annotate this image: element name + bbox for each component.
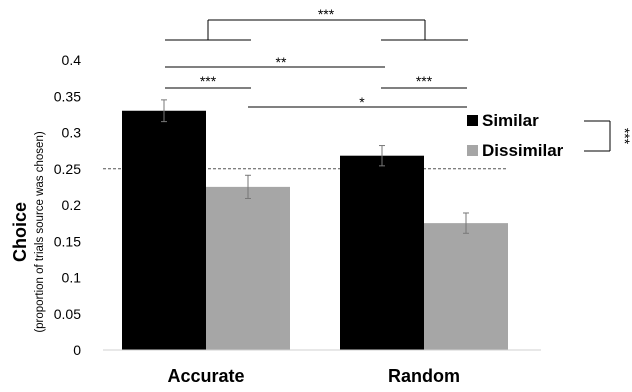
bar-accurate-dissimilar bbox=[206, 186, 290, 350]
y-tick-label: 0.05 bbox=[54, 306, 81, 322]
y-tick-label: 0 bbox=[73, 342, 81, 358]
y-axis-sublabel: (proportion of trials source was chosen) bbox=[34, 131, 46, 333]
legend-label-dissimilar: Dissimilar bbox=[482, 141, 564, 160]
y-tick-label: 0.2 bbox=[62, 197, 82, 213]
y-tick-label: 0.25 bbox=[54, 161, 81, 177]
legend-swatch-similar bbox=[467, 115, 478, 126]
x-tick-label: Random bbox=[388, 366, 460, 386]
significance-brackets: ******** ******* bbox=[165, 6, 632, 152]
error-bars bbox=[161, 99, 469, 234]
legend-swatch-dissimilar bbox=[467, 145, 478, 156]
bar-random-similar bbox=[340, 155, 424, 350]
y-tick-label: 0.4 bbox=[62, 52, 82, 68]
bars bbox=[122, 110, 508, 350]
legend: Similar Dissimilar bbox=[467, 111, 564, 160]
significance-label: *** bbox=[416, 73, 433, 89]
significance-label: ** bbox=[276, 54, 287, 70]
significance-label: *** bbox=[617, 128, 632, 145]
significance-label: *** bbox=[200, 73, 217, 89]
y-tick-label: 0.3 bbox=[62, 125, 82, 141]
bar-accurate-similar bbox=[122, 110, 206, 350]
y-tick-label: 0.35 bbox=[54, 88, 81, 104]
y-axis: 0 0.05 0.1 0.15 0.2 0.25 0.3 0.35 0.4 bbox=[54, 52, 81, 358]
significance-label: * bbox=[359, 94, 365, 110]
y-tick-label: 0.1 bbox=[62, 270, 82, 286]
y-axis-title: Choice (proportion of trials source was … bbox=[10, 131, 46, 333]
y-tick-label: 0.15 bbox=[54, 233, 81, 249]
legend-label-similar: Similar bbox=[482, 111, 539, 130]
significance-label: *** bbox=[318, 6, 335, 22]
x-tick-label: Accurate bbox=[167, 366, 244, 386]
bar-random-dissimilar bbox=[424, 223, 508, 350]
x-axis: Accurate Random bbox=[103, 349, 541, 386]
y-axis-label: Choice bbox=[10, 202, 30, 262]
